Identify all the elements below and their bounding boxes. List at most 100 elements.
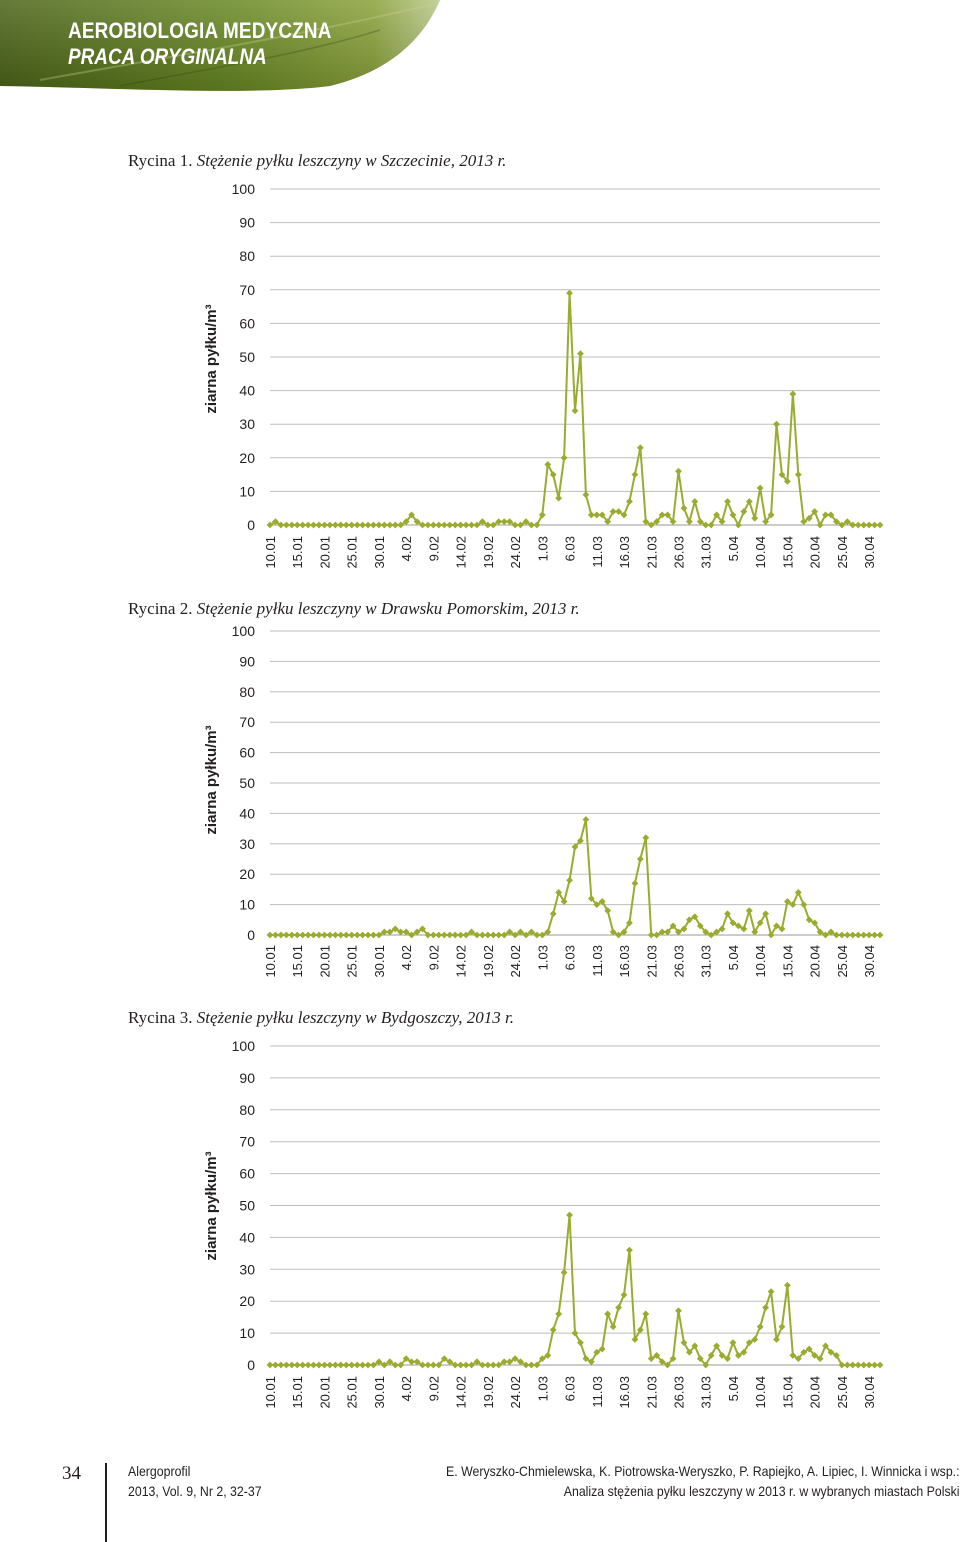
data-point: [593, 1348, 601, 1356]
x-tick-label: 19.02: [481, 1376, 496, 1409]
data-point: [664, 928, 671, 936]
data-point: [522, 1361, 530, 1369]
data-point: [419, 1361, 426, 1369]
data-point: [615, 931, 622, 939]
data-point: [751, 514, 759, 522]
data-point: [462, 1361, 470, 1369]
data-point: [685, 518, 693, 526]
x-tick-label: 15.01: [290, 945, 305, 978]
data-point: [304, 931, 312, 939]
data-point: [266, 931, 274, 939]
x-tick-label: 25.01: [345, 1376, 360, 1409]
y-tick-label: 0: [247, 927, 255, 943]
data-point: [555, 494, 563, 502]
y-tick-label: 30: [239, 1261, 255, 1277]
footer-authors: E. Weryszko-Chmielewska, K. Piotrowska-W…: [446, 1463, 960, 1479]
data-point: [838, 521, 846, 529]
data-point: [299, 931, 307, 939]
data-point: [348, 1361, 356, 1369]
data-point: [696, 518, 704, 526]
data-point: [680, 504, 688, 512]
data-point: [729, 919, 737, 927]
data-point: [827, 928, 835, 936]
data-point: [794, 889, 802, 896]
data-point: [282, 521, 290, 529]
y-tick-label: 40: [239, 805, 255, 821]
chart-szczecin: 0 10 20 30 40 50 60 70 80 90 100 ziarna pyłku/m³ 10.…: [203, 181, 884, 569]
y-tick-label: 0: [247, 517, 255, 533]
y-tick-label: 50: [239, 1198, 255, 1214]
data-point: [419, 925, 426, 933]
data-point: [402, 928, 410, 936]
y-tick-label: 90: [239, 653, 255, 669]
data-point: [734, 521, 742, 529]
x-tick-label: 21.03: [644, 536, 659, 569]
data-point: [636, 444, 644, 452]
data-point: [854, 521, 862, 529]
data-point: [446, 931, 454, 939]
data-point: [773, 1336, 780, 1343]
x-tick-label: 21.03: [644, 1376, 659, 1409]
journal-section-title: AEROBIOLOGIA MEDYCZNA: [68, 18, 332, 43]
data-point: [789, 901, 797, 908]
data-point: [370, 1361, 377, 1369]
data-point: [462, 931, 470, 939]
footer-journal-name: Alergoprofil: [128, 1463, 191, 1479]
data-point: [424, 521, 432, 529]
x-tick-label: 24.02: [508, 536, 523, 569]
data-point: [631, 471, 639, 478]
data-point: [822, 931, 829, 939]
data-point: [528, 1361, 535, 1369]
y-tick-label: 10: [239, 483, 255, 499]
data-point: [451, 931, 459, 939]
footer-divider: [105, 1463, 107, 1542]
data-point: [402, 518, 410, 526]
data-point: [359, 1361, 366, 1369]
data-point: [364, 1361, 372, 1369]
data-point: [843, 931, 851, 939]
data-point: [506, 1358, 514, 1366]
data-point: [304, 521, 312, 529]
data-point: [767, 1288, 775, 1296]
data-point: [724, 1355, 731, 1363]
data-point: [489, 1361, 497, 1369]
x-tick-label: 10.01: [263, 536, 278, 569]
data-point: [696, 922, 704, 930]
data-point: [784, 1281, 791, 1289]
data-point: [457, 521, 465, 529]
data-point: [533, 931, 541, 939]
footer-journal: Alergoprofil 2013, Vol. 9, Nr 2, 32-37: [128, 1461, 262, 1501]
data-point: [517, 521, 524, 529]
data-point: [745, 907, 753, 915]
data-point: [653, 931, 661, 939]
data-point: [272, 518, 279, 526]
data-point: [675, 1307, 682, 1315]
data-point: [495, 931, 503, 939]
data-point: [533, 521, 541, 529]
data-point: [495, 518, 503, 526]
data-point: [865, 931, 873, 939]
x-tick-label: 15.01: [290, 1376, 305, 1409]
data-point: [391, 925, 399, 933]
y-tick-label: 70: [239, 714, 255, 730]
x-tick-label: 10.01: [263, 1376, 278, 1409]
data-point: [593, 901, 601, 908]
data-point: [675, 467, 682, 475]
data-point: [321, 931, 328, 939]
data-point: [446, 1358, 454, 1366]
data-point: [647, 1355, 655, 1363]
data-point: [566, 876, 573, 884]
data-point: [843, 1361, 851, 1369]
data-point: [408, 931, 416, 939]
data-point: [391, 521, 399, 529]
data-point: [865, 1361, 873, 1369]
data-point: [843, 518, 851, 526]
data-point: [604, 1310, 612, 1318]
data-point: [675, 928, 682, 936]
data-point: [729, 1339, 737, 1347]
chart-drawsko-pomorskie: 0 10 20 30 40 50 60 70 80 90 100 ziarna pyłku/m³ 10.…: [203, 623, 884, 978]
data-point: [571, 843, 579, 851]
data-point: [375, 931, 383, 939]
data-point: [811, 919, 819, 927]
x-tick-label: 25.04: [835, 945, 850, 978]
